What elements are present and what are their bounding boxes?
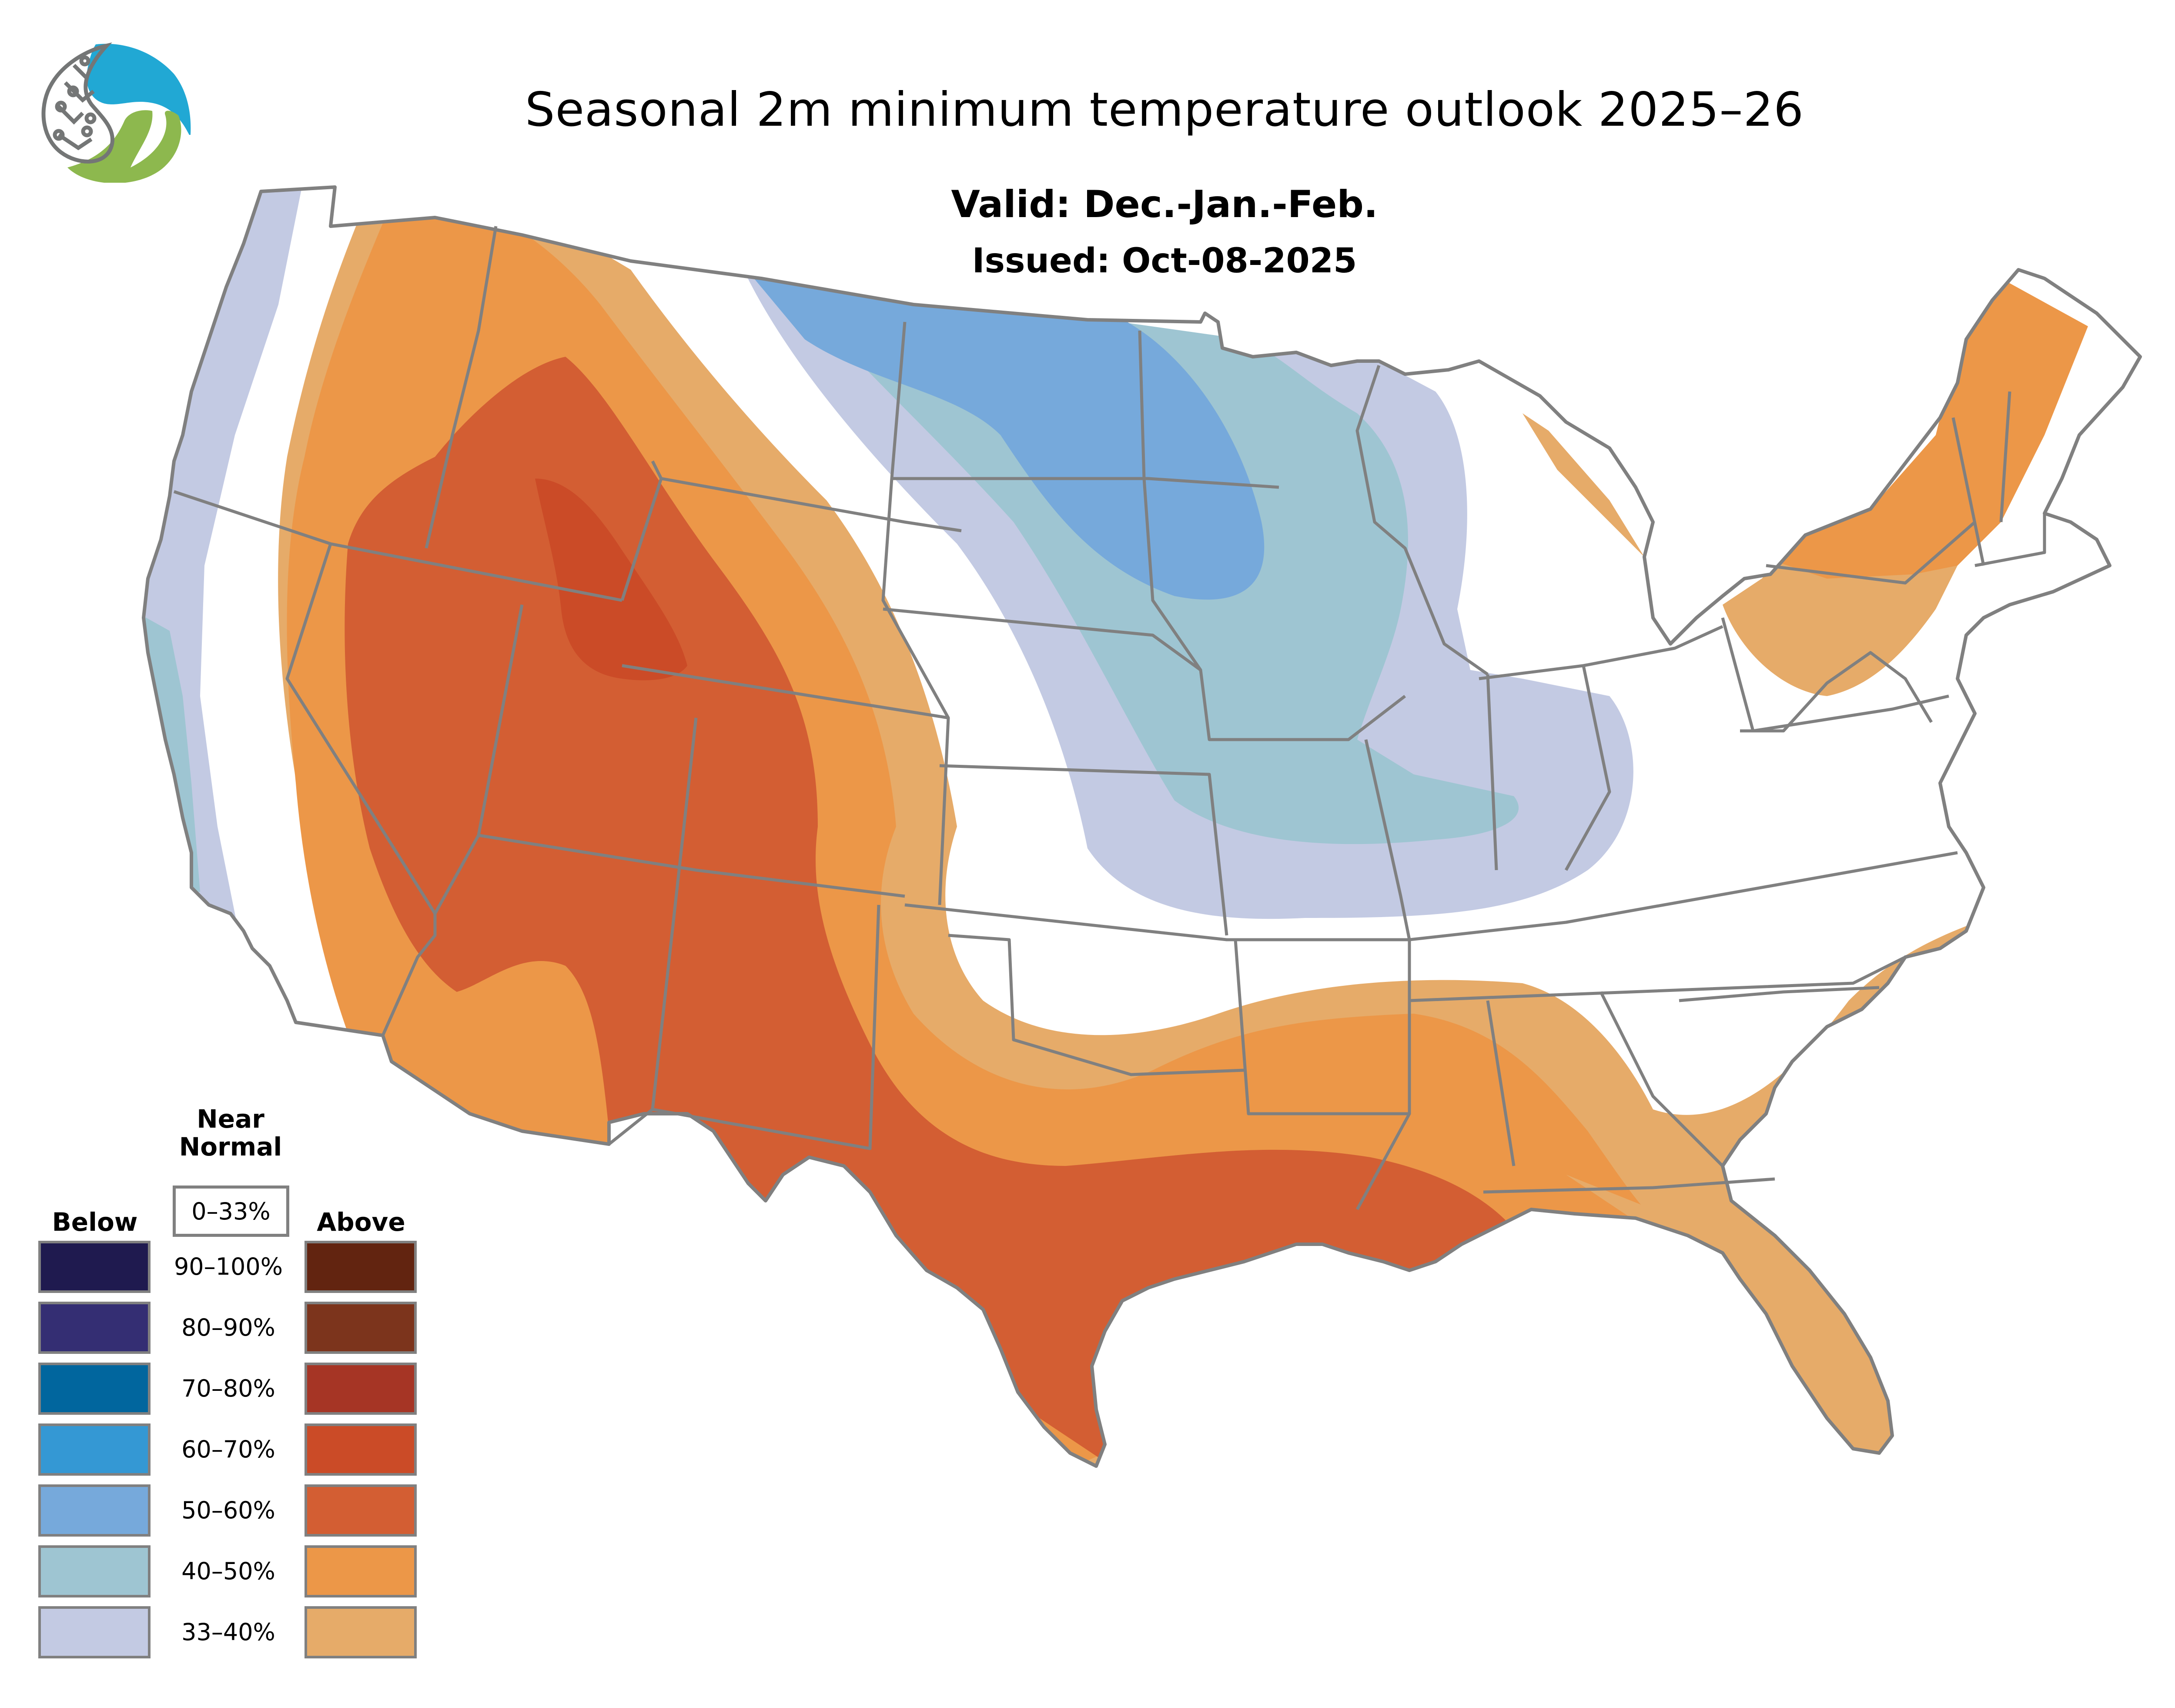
legend-near-normal-range: 0–33%: [191, 1197, 271, 1225]
legend-range-label: 90–100%: [174, 1253, 283, 1280]
legend-above-swatch: [304, 1545, 417, 1597]
legend-near-label: Near: [197, 1104, 264, 1134]
legend-normal-label: Normal: [179, 1132, 282, 1162]
valid-period: Valid: Dec.-Jan.-Feb.: [951, 183, 1378, 226]
state-borders: [173, 226, 2046, 1210]
legend-below-swatch: [38, 1484, 151, 1537]
legend-above-swatch: [304, 1484, 417, 1537]
legend-range-label: 60–70%: [181, 1436, 275, 1463]
legend-below-swatch: [38, 1606, 151, 1658]
organization-logo-icon: [41, 42, 191, 183]
legend-range-label: 33–40%: [181, 1618, 275, 1646]
logo-blue-drop: [87, 44, 191, 135]
legend-below-heading: Below: [52, 1207, 138, 1237]
above-33-40-northeast: [1522, 413, 1984, 696]
issued-date: Issued: Oct-08-2025: [972, 241, 1357, 281]
legend-above-swatch: [304, 1606, 417, 1658]
legend-above-swatch: [304, 1423, 417, 1476]
legend-range-label: 50–60%: [181, 1497, 275, 1524]
legend-range-label: 40–50%: [181, 1557, 275, 1585]
legend-above-heading: Above: [317, 1207, 405, 1237]
legend-below-swatch: [38, 1545, 151, 1597]
map-title: Seasonal 2m minimum temperature outlook …: [525, 83, 1804, 137]
logo-green-leaf: [67, 110, 181, 183]
logo-circuit-drop: [41, 42, 115, 164]
above-60-70-idaho: [535, 479, 687, 680]
legend-below-swatch: [38, 1302, 151, 1354]
legend-range-label: 70–80%: [181, 1375, 275, 1402]
legend-near-normal-swatch: 0–33%: [173, 1186, 289, 1237]
legend-above-swatch: [304, 1241, 417, 1293]
legend-near-normal-heading: Near Normal: [165, 1105, 296, 1161]
legend-above-swatch: [304, 1302, 417, 1354]
legend-below-swatch: [38, 1423, 151, 1476]
above-40-50-northeast: [1762, 278, 2088, 579]
legend-below-swatch: [38, 1241, 151, 1293]
legend-range-label: 80–90%: [181, 1314, 275, 1341]
below-50-60-north-plains: [740, 261, 1265, 600]
legend-above-swatch: [304, 1363, 417, 1415]
legend: Near Normal 0–33% Below Above 90–100% 80–…: [0, 0, 435, 1708]
legend-below-swatch: [38, 1363, 151, 1415]
